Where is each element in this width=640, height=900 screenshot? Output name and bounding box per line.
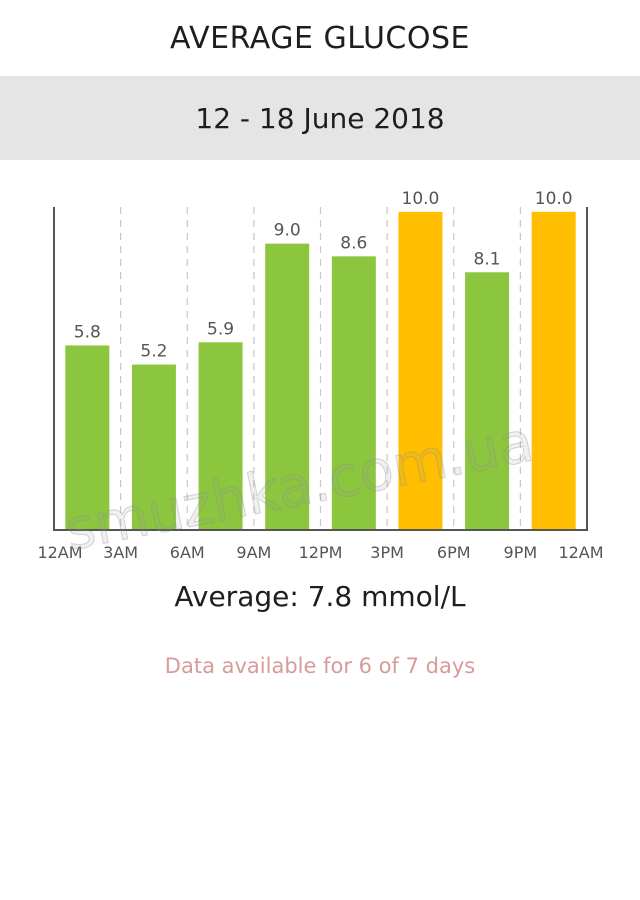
x-tick-label: 6PM — [437, 543, 471, 562]
x-tick-label: 3AM — [103, 543, 138, 562]
page-title: AVERAGE GLUCOSE — [170, 20, 470, 56]
x-tick-label: 12AM — [558, 543, 603, 562]
bar-9am-12pm — [265, 243, 310, 531]
bar-12pm-3pm — [331, 256, 376, 530]
average-value: Average: 7.8 mmol/L — [174, 580, 466, 613]
bar-value-label: 8.6 — [340, 233, 367, 253]
bar-9pm-12am — [531, 211, 576, 530]
bar-value-label: 9.0 — [274, 221, 301, 241]
bar-value-label: 5.2 — [140, 342, 167, 362]
bar-6am-9am — [198, 342, 243, 530]
x-tick-label: 6AM — [170, 543, 205, 562]
bar-12am-3am — [65, 345, 110, 530]
x-tick-label: 9PM — [504, 543, 538, 562]
x-tick-label: 9AM — [236, 543, 271, 562]
header: AVERAGE GLUCOSE — [0, 0, 640, 76]
bar-value-label: 8.1 — [474, 249, 501, 269]
bar-6pm-9pm — [465, 272, 510, 530]
bar-3am-6am — [131, 364, 176, 530]
bar-value-label: 10.0 — [535, 189, 573, 209]
date-range-band: 12 - 18 June 2018 — [0, 76, 640, 160]
x-tick-label: 3PM — [370, 543, 404, 562]
bar-value-label: 5.9 — [207, 319, 234, 339]
bar-3pm-6pm — [398, 211, 443, 530]
date-range: 12 - 18 June 2018 — [195, 101, 445, 135]
x-tick-label: 12AM — [37, 543, 82, 562]
x-tick-label: 12PM — [299, 543, 343, 562]
data-availability-note: Data available for 6 of 7 days — [164, 654, 476, 678]
bar-value-label: 10.0 — [402, 189, 440, 209]
glucose-bar-chart: 5.8 5.2 5.9 9.0 8.6 10.0 8.1 10.0 12AM 3AM 6AM 9AM 1… — [37, 189, 603, 562]
bar-value-label: 5.8 — [74, 322, 101, 342]
